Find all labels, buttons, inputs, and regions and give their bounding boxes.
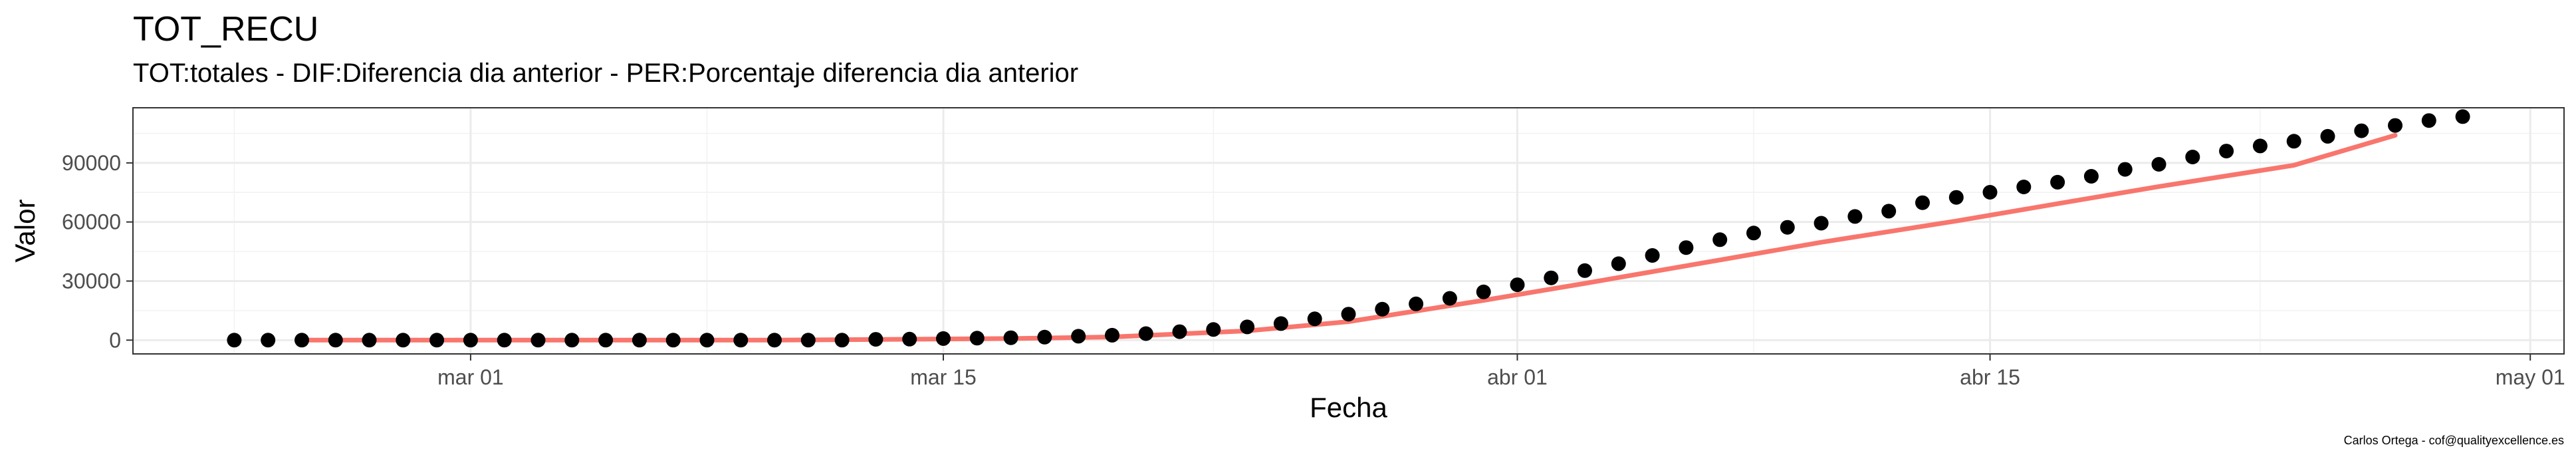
- data-point: [2388, 118, 2402, 133]
- plot-border: [132, 107, 2565, 355]
- data-point: [2151, 157, 2166, 172]
- data-point: [227, 333, 242, 348]
- data-point: [1003, 330, 1018, 345]
- data-point: [1982, 185, 1998, 200]
- x-axis: mar 01 mar 15 abr 01 abr 15 may 01: [437, 354, 2565, 389]
- y-axis-title: Valor: [9, 200, 41, 263]
- y-axis: 0 30000 60000 90000: [62, 151, 133, 352]
- data-point: [2083, 169, 2099, 184]
- data-point: [767, 333, 782, 348]
- chart-title: TOT_RECU: [133, 10, 319, 49]
- data-point: [632, 333, 647, 348]
- x-tick-label: mar 01: [437, 365, 504, 389]
- data-point: [1814, 216, 1829, 231]
- x-tick-label: abr 01: [1487, 365, 1548, 389]
- data-point: [294, 333, 309, 348]
- data-point: [2320, 128, 2335, 144]
- data-point: [328, 333, 343, 348]
- data-point: [1409, 296, 1424, 311]
- x-tick-label: abr 15: [1960, 365, 2020, 389]
- data-point: [1138, 326, 1153, 341]
- data-point: [1746, 226, 1761, 241]
- data-point: [1206, 322, 1221, 337]
- data-point: [1948, 190, 1964, 205]
- chart-subtitle: TOT:totales - DIF:Diferencia dia anterio…: [133, 59, 1079, 88]
- data-point: [1307, 311, 1322, 327]
- data-point: [2252, 138, 2268, 154]
- data-point: [936, 331, 951, 346]
- x-tick-label: mar 15: [910, 365, 977, 389]
- data-point: [868, 332, 883, 347]
- data-points: [227, 109, 2470, 348]
- data-point: [396, 333, 411, 348]
- data-point: [1105, 327, 1119, 343]
- data-point: [261, 333, 276, 348]
- x-tick-label: may 01: [2496, 365, 2565, 389]
- data-point: [497, 333, 512, 348]
- y-tick-label: 30000: [62, 269, 121, 293]
- data-point: [1273, 316, 1288, 331]
- data-point: [1476, 284, 1491, 299]
- data-point: [665, 333, 681, 348]
- data-point: [1578, 263, 1592, 278]
- caption: Carlos Ortega - cof@qualityexcellence.es: [2343, 434, 2564, 447]
- data-point: [699, 333, 715, 348]
- data-point: [1240, 319, 1255, 335]
- data-point: [1544, 270, 1559, 285]
- data-point: [1442, 291, 1457, 306]
- data-point: [564, 333, 580, 348]
- data-point: [530, 333, 546, 348]
- data-point: [1679, 240, 1694, 255]
- data-point: [2185, 150, 2200, 164]
- data-point: [2354, 123, 2369, 138]
- data-point: [834, 333, 850, 348]
- y-tick-label: 60000: [62, 210, 121, 234]
- data-point: [2219, 144, 2234, 159]
- data-point: [1375, 301, 1390, 317]
- data-point: [1881, 204, 1897, 219]
- data-point: [2016, 180, 2032, 194]
- data-point: [1847, 209, 1863, 224]
- data-point: [2286, 134, 2301, 149]
- data-point: [1645, 248, 1660, 263]
- data-point: [1172, 324, 1187, 339]
- data-point: [2455, 109, 2470, 124]
- y-tick-label: 90000: [62, 151, 121, 175]
- data-point: [733, 333, 749, 348]
- data-point: [362, 333, 377, 348]
- data-point: [2421, 113, 2436, 128]
- x-axis-title: Fecha: [1310, 392, 1387, 423]
- data-point: [1780, 220, 1795, 235]
- data-point: [598, 333, 614, 348]
- data-point: [902, 331, 917, 347]
- data-point: [1071, 329, 1086, 344]
- data-point: [2050, 174, 2065, 190]
- data-point: [1037, 329, 1052, 345]
- data-point: [1341, 307, 1356, 322]
- y-tick-label: 0: [109, 328, 121, 352]
- data-point: [969, 331, 985, 346]
- data-point: [1510, 277, 1525, 293]
- data-point: [1915, 195, 1930, 210]
- data-point: [1611, 256, 1626, 271]
- data-point: [2117, 162, 2133, 177]
- data-point: [1712, 232, 1728, 247]
- data-point: [463, 333, 478, 348]
- data-point: [429, 333, 445, 348]
- data-point: [800, 333, 816, 348]
- grid-minor: [133, 108, 2564, 354]
